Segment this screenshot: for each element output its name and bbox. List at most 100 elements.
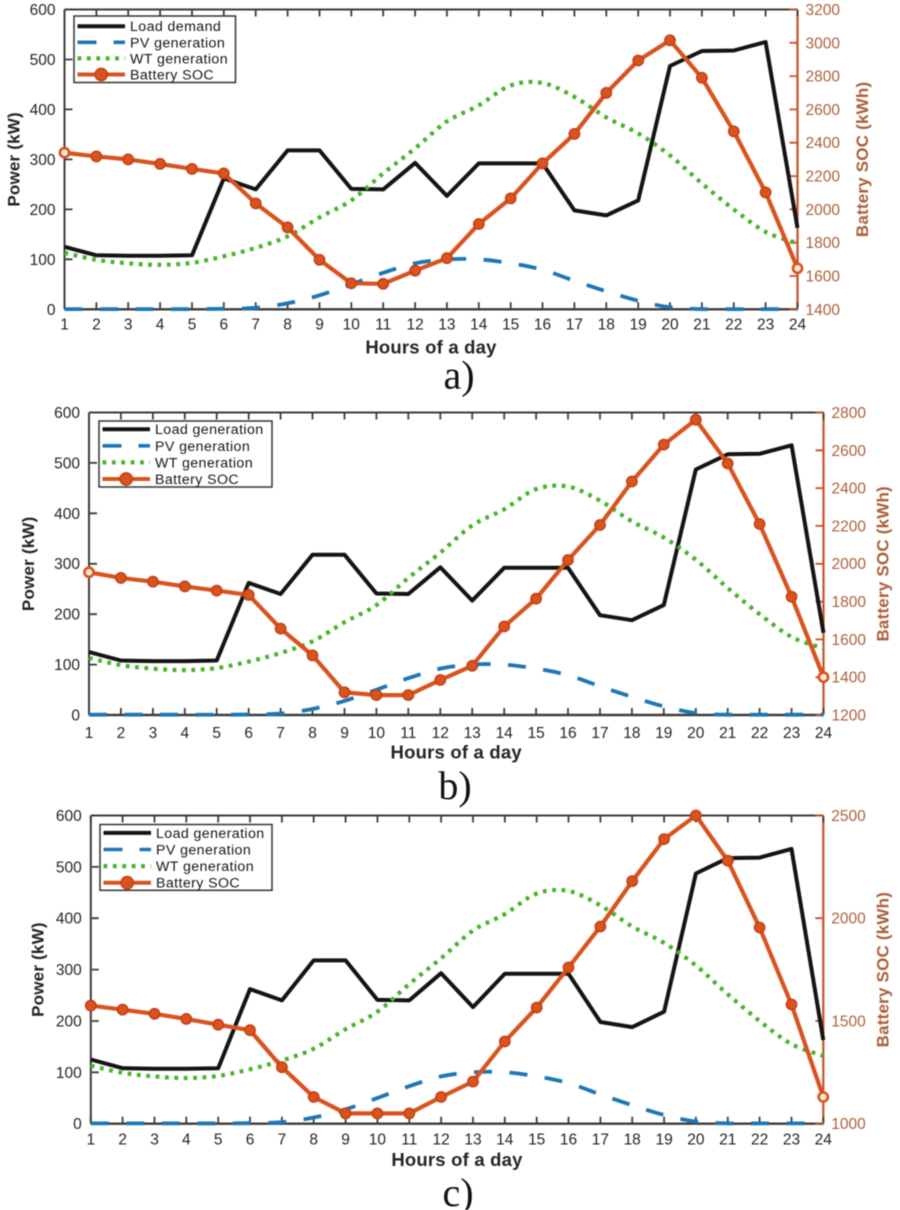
svg-text:600: 600 <box>54 405 80 422</box>
svg-text:13: 13 <box>464 1132 481 1149</box>
svg-text:1800: 1800 <box>806 235 841 252</box>
svg-text:19: 19 <box>655 1132 672 1149</box>
svg-text:2: 2 <box>118 1132 127 1149</box>
svg-text:17: 17 <box>592 1132 609 1149</box>
svg-text:c): c) <box>442 1170 473 1210</box>
svg-text:0: 0 <box>73 1116 82 1133</box>
svg-text:200: 200 <box>30 202 56 219</box>
svg-text:2400: 2400 <box>832 481 867 498</box>
svg-text:19: 19 <box>655 725 672 742</box>
svg-text:10: 10 <box>368 725 386 742</box>
svg-text:500: 500 <box>54 455 80 472</box>
svg-text:Battery SOC: Battery SOC <box>130 68 214 84</box>
svg-text:23: 23 <box>783 1132 800 1149</box>
svg-text:PV generation: PV generation <box>155 439 250 455</box>
svg-text:14: 14 <box>496 725 514 742</box>
svg-text:14: 14 <box>470 317 488 334</box>
svg-text:22: 22 <box>725 317 742 334</box>
svg-text:10: 10 <box>343 317 361 334</box>
svg-text:Battery SOC (kWh): Battery SOC (kWh) <box>853 82 872 237</box>
svg-text:100: 100 <box>56 1065 82 1082</box>
svg-text:20: 20 <box>687 725 705 742</box>
svg-text:19: 19 <box>630 317 647 334</box>
svg-text:1200: 1200 <box>832 708 867 725</box>
svg-text:500: 500 <box>56 859 82 876</box>
svg-text:1600: 1600 <box>806 269 841 286</box>
svg-text:22: 22 <box>751 725 768 742</box>
svg-text:1400: 1400 <box>832 670 867 687</box>
svg-text:17: 17 <box>591 725 608 742</box>
svg-text:12: 12 <box>432 1132 449 1149</box>
svg-text:24: 24 <box>815 725 833 742</box>
svg-text:16: 16 <box>534 317 551 334</box>
svg-text:23: 23 <box>783 725 800 742</box>
svg-text:400: 400 <box>30 102 56 119</box>
svg-text:2000: 2000 <box>806 202 841 219</box>
svg-text:5: 5 <box>212 725 221 742</box>
svg-text:1: 1 <box>86 1132 95 1149</box>
svg-text:2400: 2400 <box>806 135 841 152</box>
svg-text:3: 3 <box>149 725 158 742</box>
svg-text:b): b) <box>438 763 471 808</box>
svg-text:18: 18 <box>598 317 615 334</box>
svg-text:300: 300 <box>54 556 80 573</box>
svg-text:3: 3 <box>124 317 133 334</box>
svg-text:200: 200 <box>54 607 80 624</box>
svg-text:Hours of a day: Hours of a day <box>391 742 523 763</box>
svg-text:Power (kW): Power (kW) <box>19 517 38 612</box>
svg-text:2200: 2200 <box>806 169 841 186</box>
svg-text:24: 24 <box>789 317 807 334</box>
svg-text:21: 21 <box>693 317 710 334</box>
svg-text:5: 5 <box>188 317 197 334</box>
svg-text:1400: 1400 <box>806 302 841 319</box>
svg-text:8: 8 <box>308 725 317 742</box>
svg-text:Power (kW): Power (kW) <box>5 112 24 207</box>
svg-text:24: 24 <box>815 1132 833 1149</box>
svg-text:15: 15 <box>527 725 544 742</box>
svg-text:18: 18 <box>623 725 640 742</box>
svg-text:1600: 1600 <box>832 632 867 649</box>
svg-text:7: 7 <box>276 725 285 742</box>
svg-text:Battery SOC (kWh): Battery SOC (kWh) <box>874 892 893 1047</box>
svg-text:0: 0 <box>47 302 56 319</box>
svg-text:23: 23 <box>757 317 774 334</box>
svg-text:2800: 2800 <box>806 69 841 86</box>
svg-text:9: 9 <box>315 317 324 334</box>
svg-text:1: 1 <box>85 725 94 742</box>
svg-text:4: 4 <box>156 317 165 334</box>
svg-text:3000: 3000 <box>806 35 841 52</box>
svg-text:2200: 2200 <box>832 518 867 535</box>
svg-text:Battery SOC (kWh): Battery SOC (kWh) <box>874 486 893 641</box>
svg-text:Hours of a day: Hours of a day <box>365 337 497 358</box>
svg-text:20: 20 <box>661 317 679 334</box>
svg-text:Hours of a day: Hours of a day <box>391 1149 523 1170</box>
svg-text:9: 9 <box>340 725 349 742</box>
svg-text:22: 22 <box>751 1132 768 1149</box>
svg-text:16: 16 <box>560 1132 577 1149</box>
svg-text:100: 100 <box>54 657 80 674</box>
svg-text:8: 8 <box>283 317 292 334</box>
svg-text:6: 6 <box>244 725 253 742</box>
svg-text:PV generation: PV generation <box>156 843 251 859</box>
svg-text:Load generation: Load generation <box>156 826 265 842</box>
svg-text:21: 21 <box>719 1132 736 1149</box>
svg-text:200: 200 <box>56 1014 82 1031</box>
svg-text:12: 12 <box>406 317 423 334</box>
svg-text:400: 400 <box>54 506 80 523</box>
svg-text:6: 6 <box>246 1132 255 1149</box>
svg-text:11: 11 <box>375 317 391 334</box>
svg-text:2800: 2800 <box>832 405 867 422</box>
svg-text:600: 600 <box>56 808 82 825</box>
svg-text:2000: 2000 <box>831 911 866 928</box>
svg-text:Battery SOC: Battery SOC <box>156 876 240 892</box>
svg-text:2000: 2000 <box>832 556 867 573</box>
svg-text:15: 15 <box>528 1132 545 1149</box>
svg-text:500: 500 <box>30 52 56 69</box>
svg-text:14: 14 <box>496 1132 514 1149</box>
svg-text:1800: 1800 <box>832 594 867 611</box>
svg-text:18: 18 <box>624 1132 641 1149</box>
svg-text:6: 6 <box>219 317 228 334</box>
svg-text:9: 9 <box>341 1132 350 1149</box>
svg-text:10: 10 <box>369 1132 387 1149</box>
svg-text:WT generation: WT generation <box>156 859 254 875</box>
